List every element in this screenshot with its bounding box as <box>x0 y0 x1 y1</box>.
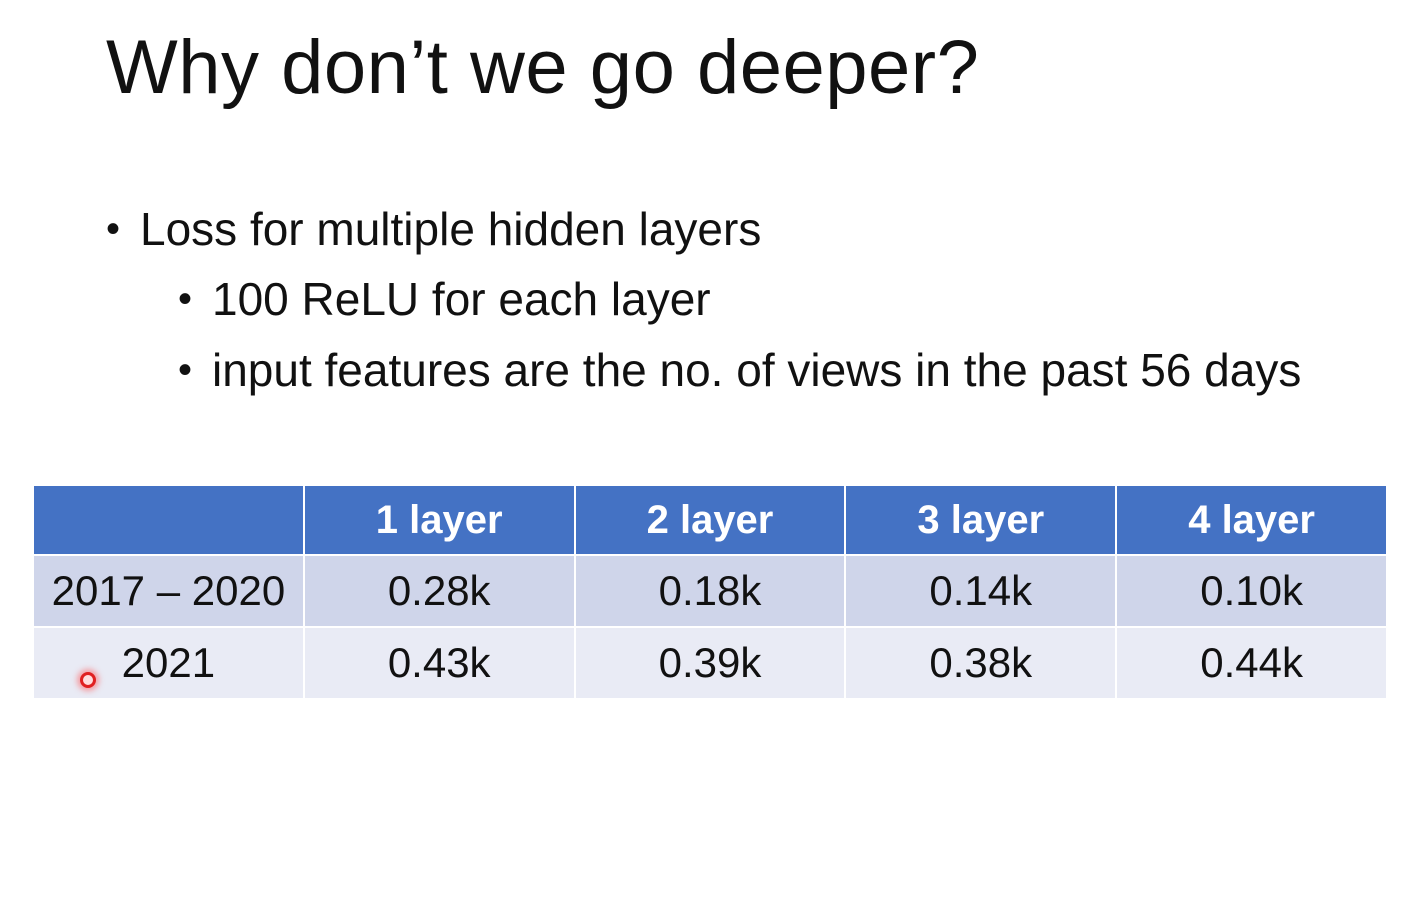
row-label: 2021 <box>32 626 305 700</box>
results-table: 1 layer 2 layer 3 layer 4 layer 2017 – 2… <box>32 484 1388 700</box>
bullet-dot-icon: • <box>178 348 193 392</box>
bullet-sub-2: • input features are the no. of views in… <box>178 339 1332 401</box>
table-cell: 0.44k <box>1115 626 1388 700</box>
bullet-main: • Loss for multiple hidden layers <box>106 198 762 260</box>
table-row: 2021 0.43k 0.39k 0.38k 0.44k <box>32 626 1388 700</box>
bullet-sub-2-text: input features are the no. of views in t… <box>212 344 1302 396</box>
bullet-sub-1-text: 100 ReLU for each layer <box>212 273 711 325</box>
row-label: 2017 – 2020 <box>32 554 305 628</box>
table-header-cell: 3 layer <box>844 484 1118 556</box>
table-row: 2017 – 2020 0.28k 0.18k 0.14k 0.10k <box>32 554 1388 628</box>
table-header-cell <box>32 484 305 556</box>
table-cell: 0.10k <box>1115 554 1388 628</box>
table-cell: 0.28k <box>302 554 576 628</box>
bullet-sub-1: • 100 ReLU for each layer <box>178 268 711 330</box>
table-cell: 0.43k <box>302 626 576 700</box>
table-header-cell: 4 layer <box>1115 484 1388 556</box>
table-cell: 0.38k <box>844 626 1118 700</box>
table-cell: 0.18k <box>573 554 847 628</box>
bullet-main-text: Loss for multiple hidden layers <box>140 203 762 255</box>
table-header-cell: 2 layer <box>573 484 847 556</box>
table-cell: 0.14k <box>844 554 1118 628</box>
laser-pointer-icon <box>80 672 96 688</box>
table-header-cell: 1 layer <box>302 484 576 556</box>
table-header-row: 1 layer 2 layer 3 layer 4 layer <box>32 484 1388 556</box>
bullet-dot-icon: • <box>178 277 193 321</box>
slide-title: Why don’t we go deeper? <box>106 25 980 110</box>
table-cell: 0.39k <box>573 626 847 700</box>
bullet-dot-icon: • <box>106 207 121 251</box>
